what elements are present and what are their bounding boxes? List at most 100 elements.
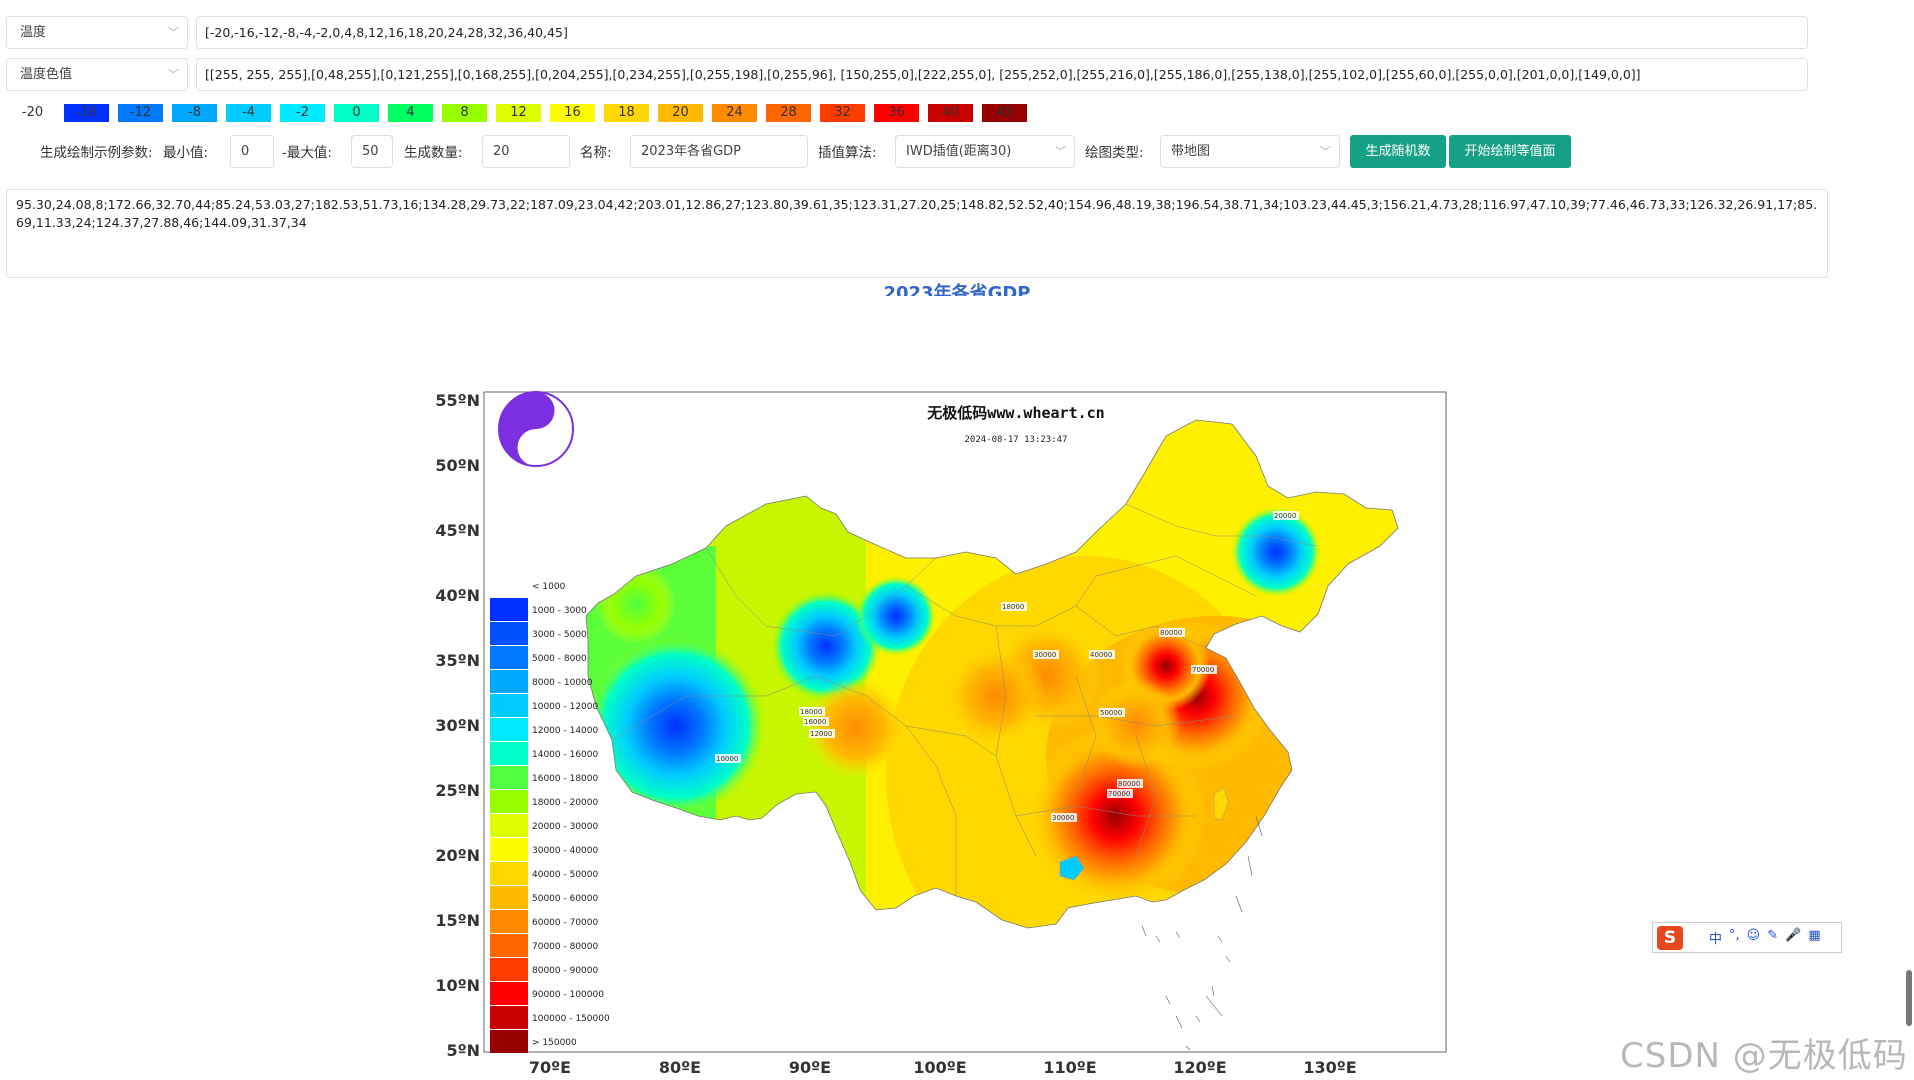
name-input-value: 2023年各省GDP: [641, 144, 742, 159]
interp-label: 插值算法:: [818, 145, 877, 161]
contour-label-bg: [1051, 813, 1077, 822]
min-input[interactable]: 0: [230, 135, 274, 168]
count-input[interactable]: 20: [482, 135, 570, 168]
legend-label: > 150000: [532, 1038, 577, 1048]
max-input-value: 50: [362, 144, 379, 159]
lat-tick-label: 55ºN: [436, 391, 480, 410]
lat-tick-label: 40ºN: [436, 586, 480, 605]
contour-label: 70000: [1192, 666, 1214, 674]
contour-label-bg: [809, 729, 835, 738]
color-swatch: 16: [550, 104, 595, 122]
ime-item-icon[interactable]: 中: [1709, 932, 1723, 947]
legend-swatch: [490, 646, 528, 669]
contour-label-bg: [1107, 789, 1133, 798]
color-swatch: 32: [820, 104, 865, 122]
map-legend: < 1000 1000 - 3000 3000 - 5000 5000 - 8000 8…: [490, 574, 610, 1053]
lon-tick-label: 110ºE: [1043, 1058, 1096, 1077]
legend-swatch: [490, 694, 528, 717]
legend-swatch: [490, 814, 528, 837]
levels-input[interactable]: [-20,-16,-12,-8,-4,-2,0,4,8,12,16,18,20,…: [196, 16, 1808, 49]
color-select-value: 温度色值: [20, 67, 73, 82]
legend-label: 12000 - 14000: [532, 726, 599, 736]
params-label: 生成绘制示例参数:: [40, 145, 153, 161]
lat-tick-label: 20ºN: [436, 846, 480, 865]
contour-label-bg: [1001, 602, 1027, 611]
ime-items: 中 °, ☺ ✎ 🎤 ▦: [1709, 928, 1821, 947]
contour-label-bg: [1117, 779, 1143, 788]
legend-label: 5000 - 8000: [532, 654, 587, 664]
legend-swatch: [490, 958, 528, 981]
map-header: 无极低码www.wheart.cn: [926, 404, 1104, 422]
color-swatch: 0: [334, 104, 379, 122]
contour-label: 80000: [1118, 780, 1140, 788]
contour-label-bg: [1033, 650, 1059, 659]
colors-input[interactable]: [[255, 255, 255],[0,48,255],[0,121,255],…: [196, 58, 1808, 91]
color-swatch: 45: [982, 104, 1027, 122]
legend-swatch: [490, 742, 528, 765]
max-input[interactable]: 50: [351, 135, 393, 168]
lat-tick-label: 45ºN: [436, 521, 480, 540]
legend-label: 30000 - 40000: [532, 846, 599, 856]
legend-label: 20000 - 30000: [532, 822, 599, 832]
contour-label: 18000: [800, 708, 822, 716]
legend-label: 8000 - 10000: [532, 678, 593, 688]
generate-random-button[interactable]: 生成随机数: [1350, 135, 1446, 168]
legend-label: 10000 - 12000: [532, 702, 599, 712]
plot-type-select-value: 带地图: [1171, 144, 1211, 159]
color-swatch: 18: [604, 104, 649, 122]
legend-swatch: [490, 574, 528, 597]
contour-label: 18000: [1002, 603, 1024, 611]
ime-toolbar[interactable]: S 中 °, ☺ ✎ 🎤 ▦: [1652, 922, 1842, 953]
plot-type-select[interactable]: 带地图 ﹀: [1160, 135, 1340, 168]
legend-swatch: [490, 1030, 528, 1053]
sogou-logo-icon[interactable]: S: [1657, 926, 1683, 950]
legend-label: 70000 - 80000: [532, 942, 599, 952]
legend-swatch: [490, 886, 528, 909]
contour-label-bg: [1089, 650, 1115, 659]
ime-item-icon[interactable]: 🎤: [1785, 928, 1802, 943]
points-textarea[interactable]: 95.30,24.08,8;172.66,32.70,44;85.24,53.0…: [6, 189, 1828, 278]
legend-label: 60000 - 70000: [532, 918, 599, 928]
colors-input-value: [[255, 255, 255],[0,48,255],[0,121,255],…: [205, 67, 1641, 82]
contour-label: 50000: [1100, 709, 1122, 717]
color-swatch: -16: [64, 104, 109, 122]
color-select[interactable]: 温度色值 ﹀: [6, 58, 188, 91]
contour-label-bg: [1273, 511, 1299, 520]
variable-select[interactable]: 温度 ﹀: [6, 16, 188, 49]
draw-contour-button[interactable]: 开始绘制等值面: [1449, 135, 1571, 168]
lon-tick-label: 90ºE: [789, 1058, 831, 1077]
color-swatch: 20: [658, 104, 703, 122]
csdn-watermark: CSDN @无极低码: [1620, 1036, 1908, 1076]
color-swatch: 28: [766, 104, 811, 122]
min-input-value: 0: [241, 144, 250, 159]
ime-item-icon[interactable]: °,: [1729, 928, 1740, 943]
name-input[interactable]: 2023年各省GDP: [630, 135, 808, 168]
legend-swatch: [490, 838, 528, 861]
longitude-ticks: 70ºE 80ºE 90ºE 100ºE 110ºE 120ºE 130ºE: [529, 1058, 1357, 1077]
ime-item-icon[interactable]: ☺: [1746, 928, 1761, 943]
contour-label: 10000: [716, 755, 738, 763]
legend-swatch: [490, 598, 528, 621]
color-swatch: -2: [280, 104, 325, 122]
contour-label-bg: [1099, 708, 1125, 717]
legend-label: 90000 - 100000: [532, 990, 604, 1000]
chevron-down-icon: ﹀: [1320, 145, 1331, 158]
color-swatch: 24: [712, 104, 757, 122]
ime-item-icon[interactable]: ▦: [1808, 928, 1821, 943]
legend-swatch: [490, 718, 528, 741]
contour-label: 20000: [1274, 512, 1296, 520]
contour-labels: 20000 18000 80000 70000 30000 40000 50000 18000…: [715, 511, 1299, 822]
max-label: -最大值:: [282, 145, 332, 161]
contour-label: 70000: [1108, 790, 1130, 798]
count-input-value: 20: [493, 144, 510, 159]
legend-swatch: [490, 622, 528, 645]
lat-tick-label: 25ºN: [436, 781, 480, 800]
color-swatch: -4: [226, 104, 271, 122]
contour-label: 80000: [1160, 629, 1182, 637]
ime-item-icon[interactable]: ✎: [1767, 928, 1779, 943]
contour-map: 55ºN 50ºN 45ºN 40ºN 35ºN 30ºN 25ºN 20ºN 15ºN 10ºN…: [436, 296, 1472, 1080]
color-swatch: -8: [172, 104, 217, 122]
scrollbar[interactable]: [1906, 970, 1912, 1026]
lat-tick-label: 15ºN: [436, 911, 480, 930]
interp-select[interactable]: IWD插值(距离30) ﹀: [895, 135, 1075, 168]
